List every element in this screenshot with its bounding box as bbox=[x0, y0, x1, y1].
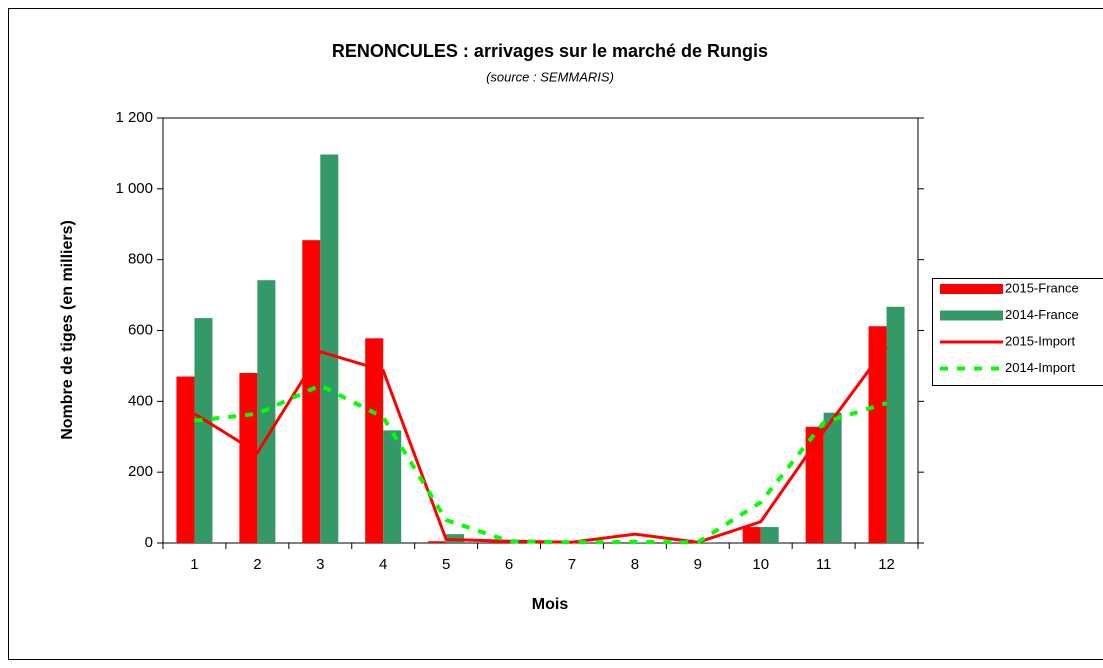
bar bbox=[239, 373, 258, 543]
y-tick-label: 600 bbox=[128, 321, 153, 338]
x-axis-label: Mois bbox=[532, 596, 569, 613]
line-series bbox=[193, 345, 888, 544]
x-tick-label: 8 bbox=[631, 556, 639, 573]
bar bbox=[194, 318, 213, 543]
legend-label: 2014-Import bbox=[1005, 360, 1075, 375]
y-tick-label: 200 bbox=[128, 463, 153, 480]
bar bbox=[428, 541, 447, 543]
chart-frame bbox=[8, 8, 1103, 660]
x-tick-label: 2 bbox=[253, 556, 261, 573]
legend-label: 2014-France bbox=[1005, 307, 1079, 322]
bar bbox=[868, 326, 887, 543]
y-tick-label: 800 bbox=[128, 251, 153, 268]
x-tick-label: 4 bbox=[379, 556, 387, 573]
bar bbox=[320, 154, 339, 543]
legend-label: 2015-Import bbox=[1005, 333, 1075, 348]
bar bbox=[365, 338, 384, 543]
bar bbox=[805, 426, 824, 543]
bar bbox=[176, 376, 195, 543]
bar bbox=[383, 430, 402, 543]
x-tick-label: 12 bbox=[878, 556, 895, 573]
bar bbox=[886, 306, 905, 543]
x-tick-label: 3 bbox=[316, 556, 324, 573]
chart-title: RENONCULES : arrivages sur le marché de … bbox=[332, 41, 768, 61]
x-tick-label: 6 bbox=[505, 556, 513, 573]
x-tick-label: 1 bbox=[190, 556, 198, 573]
x-tick-label: 7 bbox=[568, 556, 576, 573]
y-tick-label: 0 bbox=[145, 534, 153, 551]
y-tick-label: 1 000 bbox=[115, 180, 153, 197]
bar bbox=[823, 412, 842, 543]
x-tick-label: 9 bbox=[694, 556, 702, 573]
bar bbox=[697, 542, 716, 543]
x-tick-label: 5 bbox=[442, 556, 450, 573]
bar bbox=[760, 527, 779, 543]
x-tick-label: 11 bbox=[816, 556, 832, 573]
bar bbox=[634, 542, 653, 543]
legend-label: 2015-France bbox=[1005, 280, 1079, 295]
legend-swatch bbox=[940, 310, 1003, 321]
y-tick-label: 1 200 bbox=[115, 109, 153, 126]
legend-swatch bbox=[940, 284, 1003, 294]
y-tick-label: 400 bbox=[128, 392, 153, 409]
x-tick-label: 10 bbox=[752, 556, 769, 573]
bar bbox=[742, 527, 761, 543]
chart-subtitle: (source : SEMMARIS) bbox=[486, 69, 614, 84]
y-axis-label: Nombre de tiges (en milliers) bbox=[59, 220, 76, 440]
line-series bbox=[194, 383, 888, 545]
